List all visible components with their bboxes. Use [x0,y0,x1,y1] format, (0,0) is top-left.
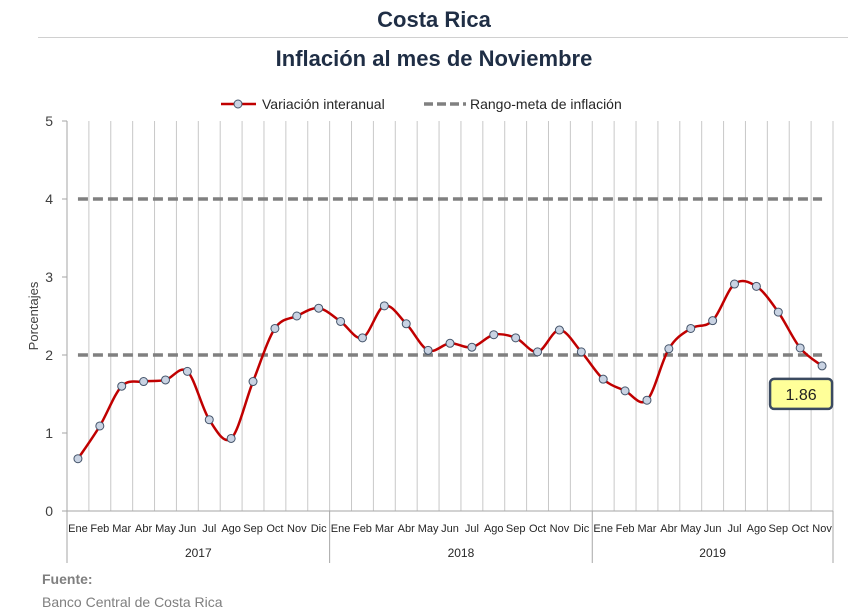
data-point [598,374,608,384]
data-point [336,316,346,326]
x-tick-label: Ene [68,523,88,535]
y-tick-label: 5 [45,113,53,129]
data-point [773,307,783,317]
x-tick-label: Ene [331,523,351,535]
data-point [730,279,740,289]
legend-label-variacion: Variación interanual [262,96,385,112]
x-tick-label: Sep [243,523,263,535]
data-point [204,415,214,425]
x-tick-label: Abr [660,523,677,535]
x-tick-label: Sep [768,523,788,535]
year-label: 2019 [699,546,726,560]
chart-title: Inflación al mes de Noviembre [275,46,593,71]
data-point [160,375,170,385]
x-tick-label: Nov [812,523,832,535]
y-tick-label: 3 [45,269,53,285]
last-value-callout [768,377,834,411]
data-point [686,323,696,333]
data-point [139,377,149,387]
y-tick-label: 0 [45,503,53,519]
data-point [182,366,192,376]
data-point [576,347,586,357]
x-tick-label: Abr [398,523,415,535]
data-point [664,344,674,354]
year-label: 2017 [185,546,212,560]
last-value-label: 1.86 [785,387,816,404]
x-tick-label: Mar [112,523,131,535]
x-tick-label: Ago [221,523,241,535]
data-point [467,342,477,352]
title-divider [38,37,848,38]
x-tick-label: Jun [441,523,459,535]
y-tick-label: 4 [45,191,53,207]
data-point [226,433,236,443]
data-point [379,301,389,311]
x-tick-label: May [418,523,439,535]
x-tick-label: Feb [616,523,635,535]
x-tick-label: Mar [637,523,656,535]
x-tick-label: Feb [90,523,109,535]
y-tick-label: 2 [45,347,53,363]
legend-label-rango-meta: Rango-meta de inflación [470,96,622,112]
x-tick-label: Nov [287,523,307,535]
x-tick-label: Abr [135,523,152,535]
data-point [270,323,280,333]
data-point [401,319,411,329]
x-tick-label: Sep [506,523,526,535]
x-tick-label: Jun [178,523,196,535]
data-point [357,333,367,343]
x-tick-label: May [680,523,701,535]
data-point [554,325,564,335]
x-tick-label: Jun [704,523,722,535]
y-tick-label: 1 [45,425,53,441]
data-point [642,395,652,405]
year-label: 2018 [448,546,475,560]
x-tick-label: Jul [727,523,741,535]
data-point [533,347,543,357]
data-point [751,281,761,291]
data-point [117,381,127,391]
x-tick-label: Oct [792,523,809,535]
x-tick-label: Dic [311,523,327,535]
x-tick-label: Mar [375,523,394,535]
data-point [423,345,433,355]
data-point [817,361,827,371]
x-tick-label: Oct [529,523,546,535]
data-point [511,333,521,343]
source-text: Banco Central de Costa Rica [42,594,223,610]
data-point [708,316,718,326]
data-point [620,386,630,396]
data-point [795,343,805,353]
data-point [445,338,455,348]
data-point [248,377,258,387]
x-tick-label: Jul [465,523,479,535]
x-tick-label: Dic [573,523,589,535]
data-point [73,454,83,464]
x-tick-label: Ago [484,523,504,535]
y-axis-label: Porcentajes [26,281,41,350]
x-tick-label: Jul [202,523,216,535]
data-point [489,330,499,340]
x-tick-label: May [155,523,176,535]
data-point [292,311,302,321]
source-label: Fuente: [42,571,93,587]
x-tick-label: Oct [266,523,283,535]
x-tick-label: Ene [593,523,613,535]
x-tick-label: Nov [550,523,570,535]
x-tick-label: Ago [747,523,767,535]
chart-country-title: Costa Rica [377,7,491,32]
data-point [95,421,105,431]
x-tick-label: Feb [353,523,372,535]
legend-marker [233,99,243,109]
data-point [314,303,324,313]
